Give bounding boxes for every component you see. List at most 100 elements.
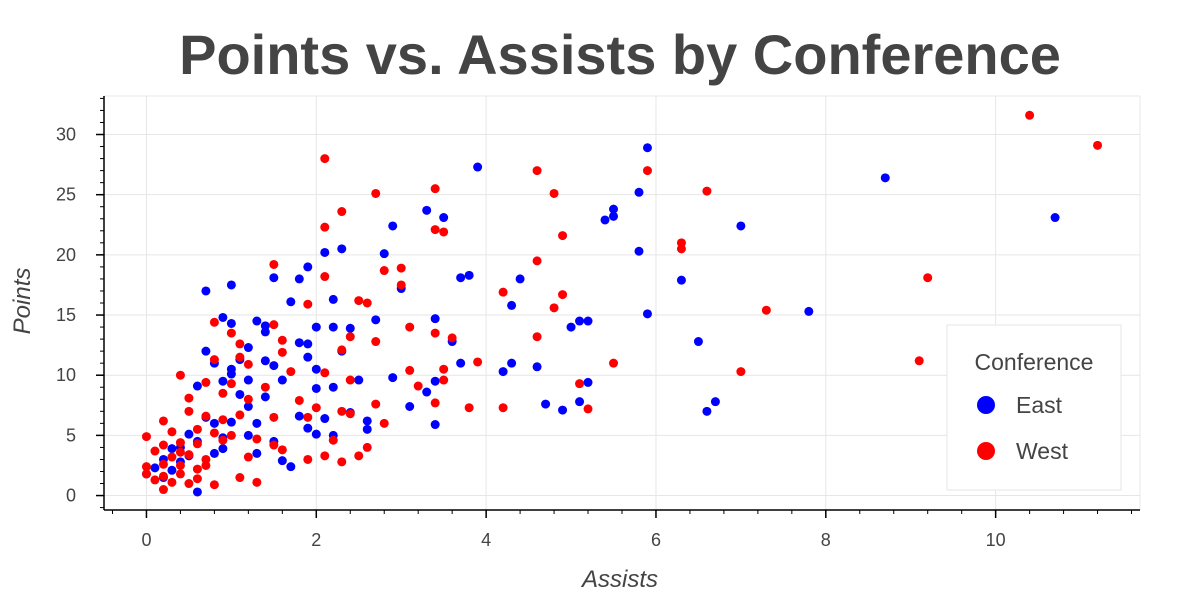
data-point-west (269, 259, 279, 269)
data-point-east (1050, 213, 1060, 223)
data-point-west (192, 439, 202, 449)
data-point-east (243, 375, 253, 385)
data-point-west (252, 434, 262, 444)
data-point-west (167, 452, 177, 462)
data-point-west (337, 207, 347, 217)
data-point-east (736, 221, 746, 231)
data-points (141, 110, 1103, 497)
data-point-east (362, 416, 372, 426)
legend-label-west: West (1016, 438, 1069, 464)
data-point-east (710, 397, 720, 407)
data-point-west (235, 352, 245, 362)
data-point-east (388, 221, 398, 231)
data-point-east (260, 392, 270, 402)
y-tick-label: 10 (56, 365, 76, 385)
data-point-east (303, 423, 313, 433)
data-point-west (201, 460, 211, 470)
data-point-west (226, 379, 236, 389)
data-point-east (422, 205, 432, 215)
x-tick-label: 8 (821, 530, 831, 550)
y-tick-label: 5 (66, 425, 76, 445)
data-point-west (158, 416, 168, 426)
data-point-west (549, 303, 559, 313)
data-point-east (354, 375, 364, 385)
data-point-east (575, 316, 585, 326)
data-point-west (235, 410, 245, 420)
data-point-west (243, 359, 253, 369)
data-point-east (634, 246, 644, 256)
data-point-west (218, 388, 228, 398)
data-point-west (243, 452, 253, 462)
data-point-east (218, 376, 228, 386)
data-point-west (532, 332, 542, 342)
data-point-east (515, 274, 525, 284)
data-point-east (702, 406, 712, 416)
data-point-west (532, 166, 542, 176)
data-point-east (303, 262, 313, 272)
data-point-east (209, 448, 219, 458)
legend-box (946, 324, 1122, 491)
legend-title: Conference (975, 349, 1094, 375)
data-point-east (575, 397, 585, 407)
data-point-west (430, 398, 440, 408)
legend: Conference East West (946, 324, 1122, 491)
data-point-west (311, 403, 321, 413)
data-point-west (192, 474, 202, 484)
x-axis-label: Assists (580, 566, 658, 593)
data-point-east (226, 318, 236, 328)
data-point-west (379, 266, 389, 276)
legend-label-east: East (1016, 392, 1063, 418)
data-point-east (252, 448, 262, 458)
data-point-west (269, 412, 279, 422)
data-point-east (311, 364, 321, 374)
y-tick-label: 30 (56, 125, 76, 145)
data-point-west (558, 231, 568, 241)
data-point-west (371, 337, 381, 347)
data-point-west (277, 335, 287, 345)
data-point-west (736, 367, 746, 377)
data-point-west (235, 339, 245, 349)
data-point-west (175, 469, 185, 479)
data-point-east (583, 377, 593, 387)
data-point-east (583, 316, 593, 326)
y-axis-label: Points (9, 268, 36, 335)
data-point-east (439, 213, 449, 223)
data-point-west (379, 418, 389, 428)
data-point-west (1093, 140, 1103, 150)
data-point-west (362, 442, 372, 452)
data-point-west (184, 406, 194, 416)
data-point-east (379, 249, 389, 259)
data-point-west (396, 280, 406, 290)
data-point-west (158, 459, 168, 469)
legend-marker-east (977, 396, 995, 414)
data-point-east (243, 402, 253, 411)
data-point-east (642, 309, 652, 319)
data-point-east (294, 274, 304, 284)
data-point-west (209, 355, 219, 365)
data-point-east (328, 322, 338, 332)
data-point-east (609, 211, 619, 221)
data-point-west (473, 357, 483, 367)
data-point-east (693, 337, 703, 347)
data-point-west (320, 154, 330, 164)
data-point-west (354, 451, 364, 461)
data-point-west (439, 364, 449, 374)
data-point-west (439, 375, 449, 385)
data-point-west (345, 332, 355, 342)
y-tick-label: 15 (56, 305, 76, 325)
data-point-west (184, 479, 194, 489)
data-point-west (303, 412, 313, 422)
data-point-west (141, 462, 151, 472)
data-point-east (328, 382, 338, 392)
data-point-west (201, 377, 211, 387)
data-point-east (676, 275, 686, 285)
data-point-west (277, 445, 287, 455)
data-point-west (175, 438, 185, 448)
data-point-west (549, 188, 559, 198)
data-point-east (218, 312, 228, 322)
data-point-east (311, 429, 321, 439)
data-point-east (320, 247, 330, 257)
data-point-west (158, 485, 168, 495)
data-point-east (209, 418, 219, 428)
data-point-east (456, 273, 466, 283)
